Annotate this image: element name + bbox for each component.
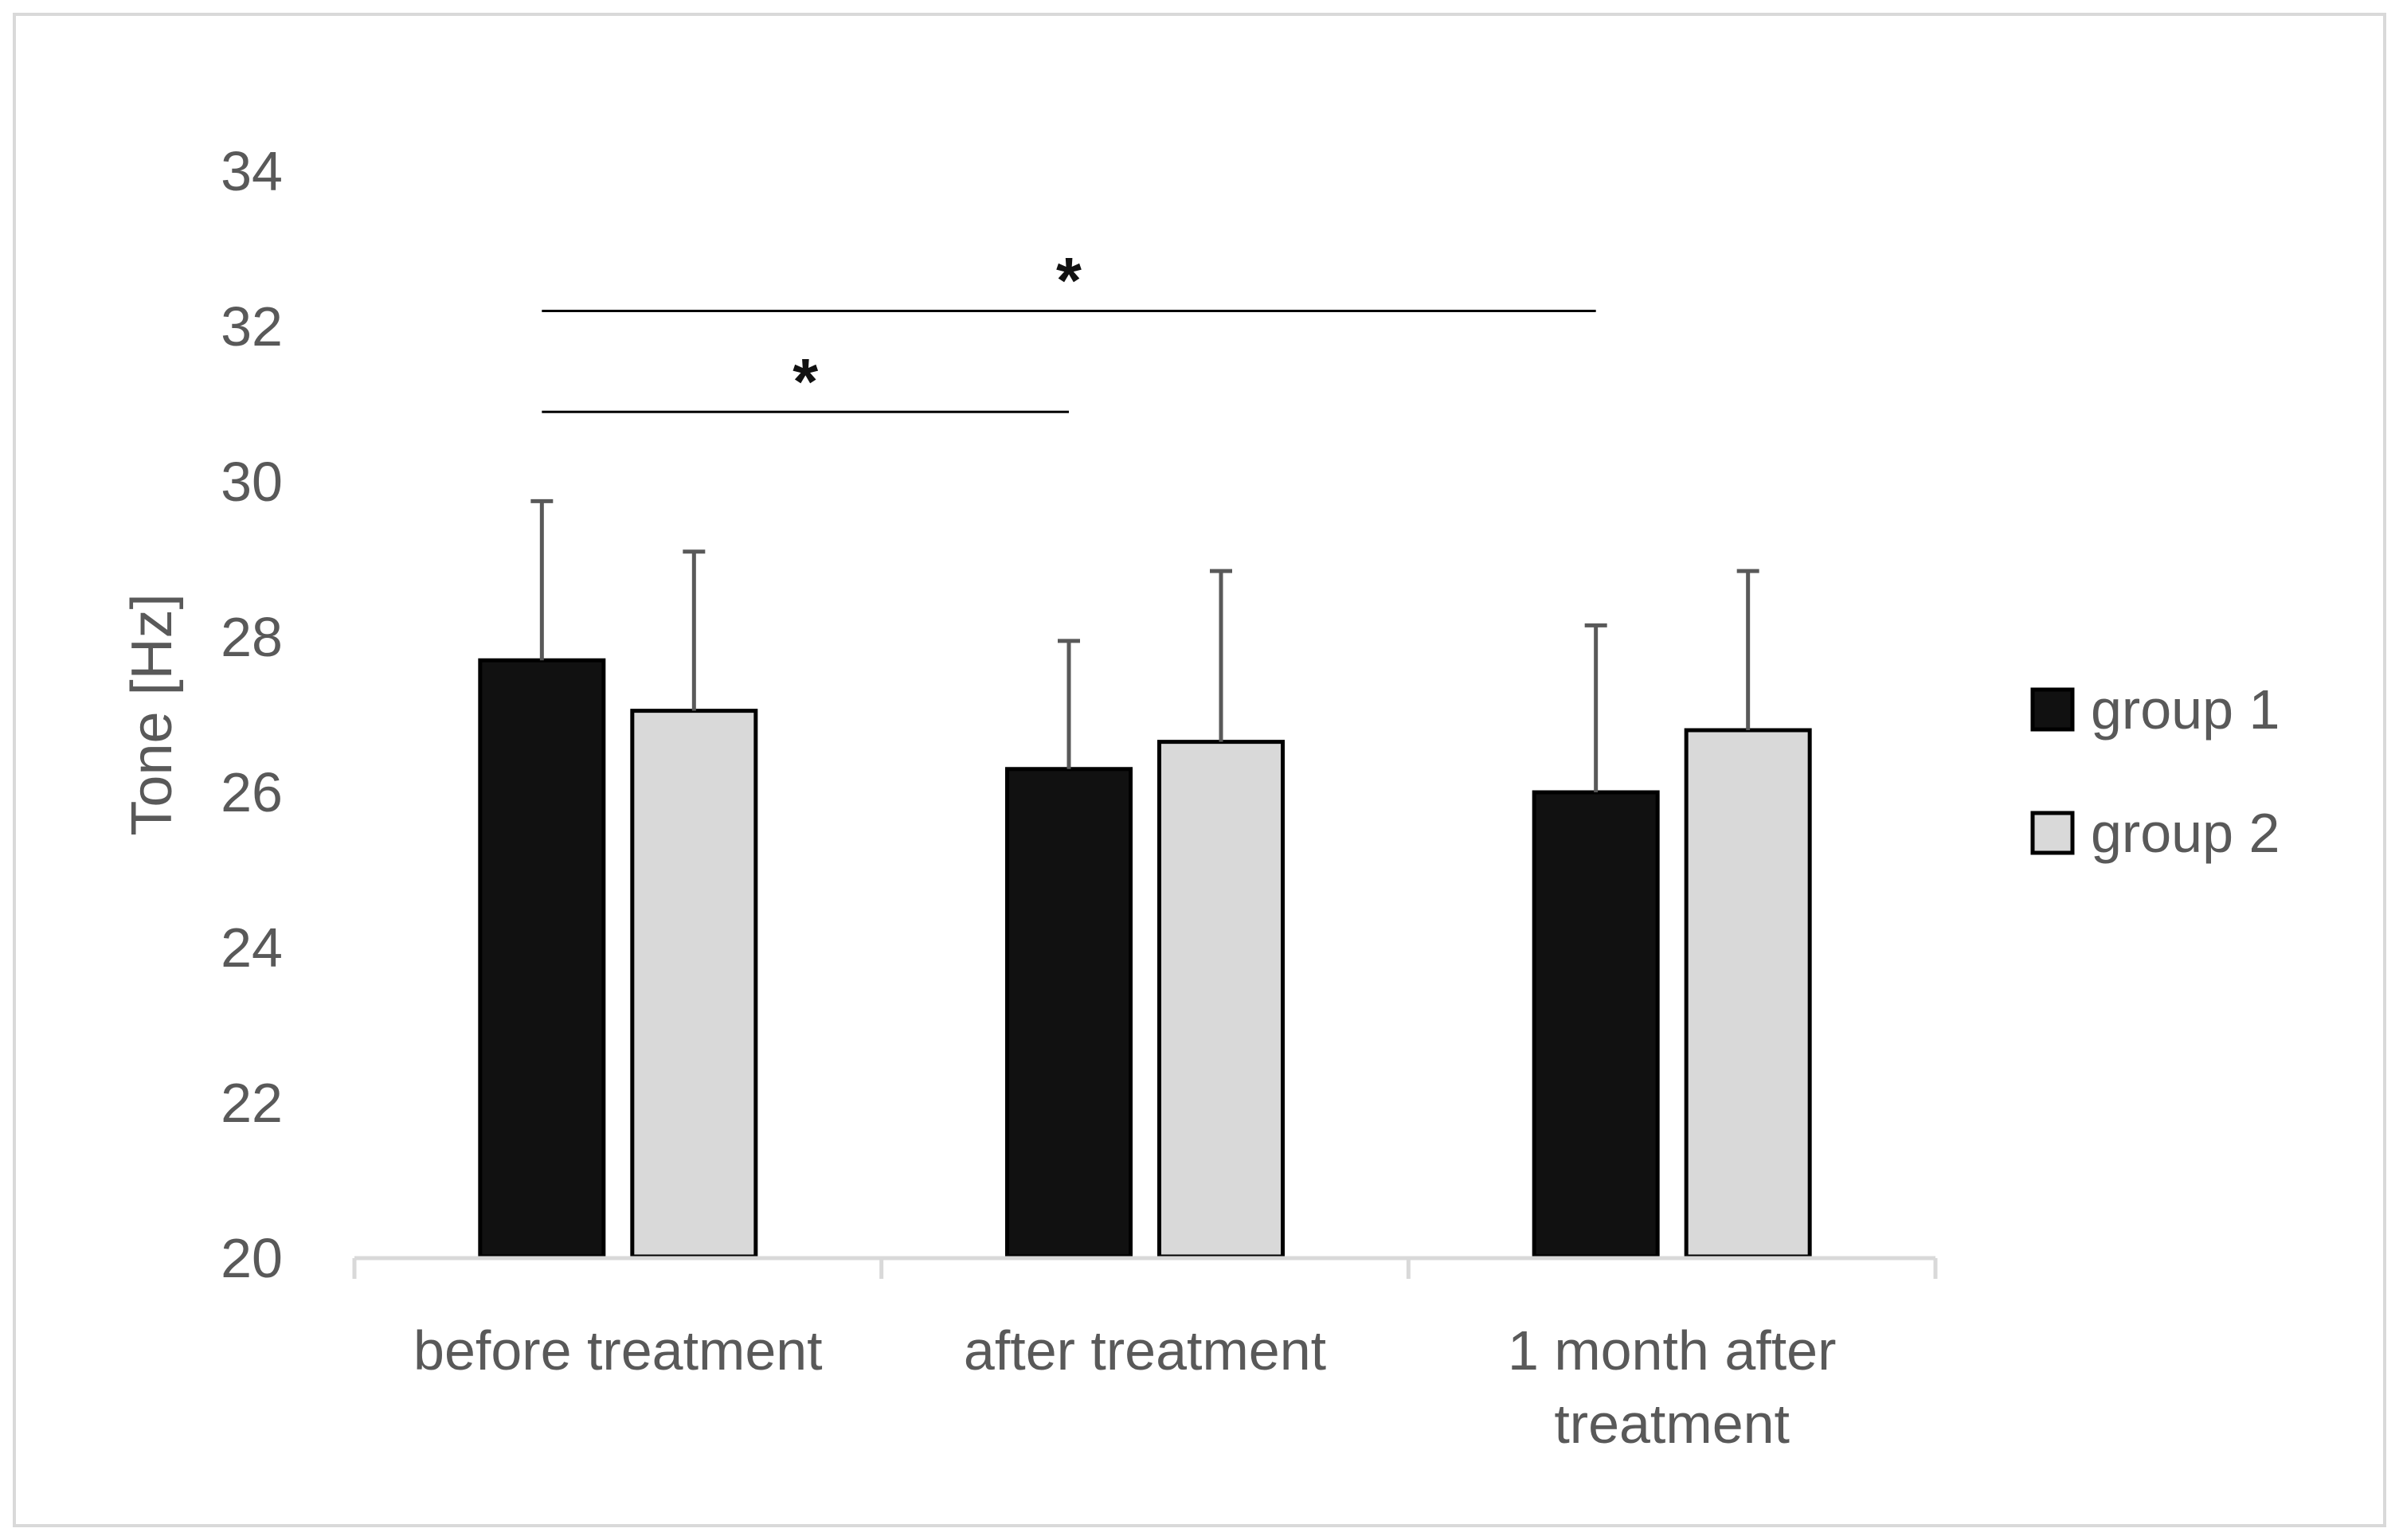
- bar-group-1-2: [1532, 790, 1660, 1259]
- y-tick-label: 22: [221, 1072, 283, 1134]
- x-category-label: after treatment: [964, 1319, 1326, 1382]
- y-axis-title: Tone [Hz]: [120, 593, 184, 835]
- y-tick-label: 32: [221, 295, 283, 358]
- bar-group-1-1: [1005, 767, 1133, 1259]
- legend-swatch: [2030, 811, 2075, 855]
- legend-swatch: [2030, 687, 2075, 732]
- x-category-label: treatment: [1554, 1393, 1790, 1455]
- significance-marker: *: [792, 346, 818, 418]
- legend-label: group 1: [2091, 678, 2280, 741]
- y-tick-label: 30: [221, 451, 283, 513]
- y-tick-label: 20: [221, 1227, 283, 1289]
- bar-group-1-0: [478, 658, 606, 1259]
- y-tick-label: 28: [221, 606, 283, 668]
- bar-group-2-0: [630, 709, 758, 1259]
- bar-group-2-2: [1684, 728, 1812, 1259]
- legend-label: group 2: [2091, 802, 2280, 864]
- x-category-label: before treatment: [413, 1319, 823, 1382]
- bar-group-2-1: [1157, 740, 1285, 1259]
- significance-marker: *: [1056, 245, 1082, 318]
- y-tick-label: 34: [221, 140, 283, 202]
- x-category-label: 1 month after: [1508, 1319, 1836, 1382]
- y-tick-label: 24: [221, 917, 283, 979]
- y-tick-label: 26: [221, 761, 283, 823]
